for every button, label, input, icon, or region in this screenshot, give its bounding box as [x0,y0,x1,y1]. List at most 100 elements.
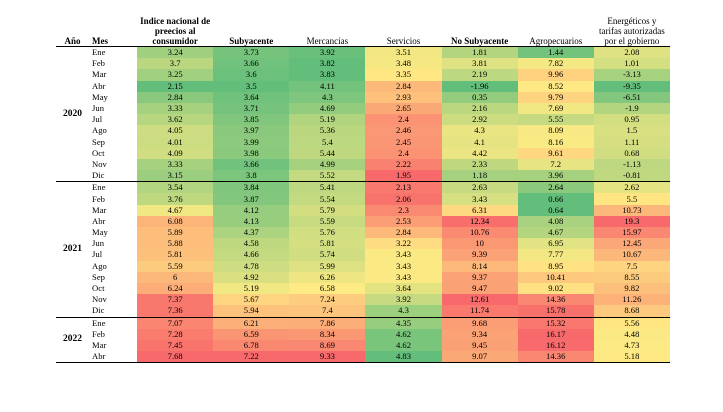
value-cell-mercancias: 7.86 [289,317,366,329]
table-row: Jul 5.81 4.66 5.74 3.43 9.39 7.77 10.67 [56,249,670,261]
value-cell-agropecuarios: 14.36 [517,351,594,364]
month-cell: Ene [92,317,106,328]
table-row: Nov 3.33 3.66 4.99 2.22 2.33 7.2 -1.13 [56,158,670,171]
value-cell-energeticos: 2.62 [593,181,670,194]
value-cell-servicios: 4.62 [365,328,442,340]
value-cell-energeticos: 10.67 [593,249,670,261]
value-cell-subyacente: 4.12 [213,204,290,216]
month-cell: Jun [92,238,104,249]
value-cell-no-subyacente: 3.43 [441,193,518,205]
value-cell-agropecuarios: 9.79 [517,91,594,103]
value-cell-inpc: 7.36 [137,305,214,318]
value-cell-inpc: 6.24 [137,282,214,295]
value-cell-mercancias: 5.44 [289,147,366,159]
header-year: Año [56,0,90,47]
value-cell-no-subyacente: 4.3 [441,125,518,137]
table-row: Feb 3.76 3.87 5.54 2.06 3.43 0.66 5.5 [56,193,670,205]
value-cell-mercancias: 9.33 [289,351,366,364]
month-cell: Nov [92,158,107,169]
inflation-table-container: Año Mes Indice nacional de preecios al c… [56,0,670,364]
value-cell-no-subyacente: 2.33 [441,158,518,171]
value-cell-agropecuarios: 6.95 [517,238,594,250]
month-cell: Nov [92,294,107,305]
value-cell-inpc: 3.33 [137,102,214,115]
value-cell-agropecuarios: 9.02 [517,282,594,295]
table-row: 2020 Ene 3.24 3.73 3.92 3.51 1.81 1.44 2.08 [56,46,670,183]
value-cell-mercancias: 4.3 [289,91,366,103]
value-cell-subyacente: 4.13 [213,215,290,227]
value-cell-servicios: 3.35 [365,69,442,81]
value-cell-servicios: 3.43 [365,249,442,261]
value-cell-inpc: 3.24 [137,46,214,59]
header-agropecuarios: Agropecuarios [517,0,594,47]
month-cell: Sep [92,136,105,147]
value-cell-subyacente: 5.94 [213,305,290,318]
value-cell-no-subyacente: 0.35 [441,91,518,103]
table-row: Mar 4.67 4.12 5.79 2.3 6.31 0.64 10.73 [56,204,670,216]
value-cell-energeticos: 15.97 [593,227,670,239]
value-cell-agropecuarios: 0.66 [517,193,594,205]
value-cell-mercancias: 6.58 [289,282,366,295]
value-cell-energeticos: 12.45 [593,238,670,250]
value-cell-mercancias: 5.99 [289,260,366,272]
month-cell: Dic [89,305,138,318]
year-group-2021: 2021 Ene 3.54 3.84 5.41 2.13 2.63 2.64 2.62 Feb 3.… [56,181,670,318]
value-cell-agropecuarios: 7.69 [517,102,594,115]
month-cell: Feb [92,58,105,69]
value-cell-agropecuarios: 4.08 [517,215,594,227]
table-row: Abr 2.15 3.5 4.11 2.84 -1.96 8.52 -9.35 [56,80,670,92]
value-cell-agropecuarios: 7.77 [517,249,594,261]
value-cell-mercancias: 5.74 [289,249,366,261]
value-cell-agropecuarios: 1.44 [517,46,594,59]
value-cell-mercancias: 4.99 [289,158,366,171]
value-cell-energeticos: -9.35 [593,80,670,92]
year-cell: 2020 [56,46,90,183]
value-cell-subyacente: 7.22 [213,351,290,364]
value-cell-subyacente: 3.97 [213,125,290,137]
table-row: Oct 6.24 5.19 6.58 3.64 9.47 9.02 9.82 [56,282,670,295]
value-cell-subyacente: 3.66 [213,58,290,70]
value-cell-servicios: 3.51 [365,46,442,59]
value-cell-energeticos: 2.08 [593,46,670,59]
value-cell-mercancias: 5.19 [289,114,366,126]
table-row: Feb 3.7 3.66 3.82 3.48 3.81 7.82 1.01 [56,58,670,70]
value-cell-inpc: 7.07 [137,317,214,329]
value-cell-subyacente: 3.87 [213,193,290,205]
table-row: Abr 7.68 7.22 9.33 4.83 9.07 14.36 5.18 [56,351,670,364]
value-cell-inpc: 2.84 [137,91,214,103]
value-cell-servicios: 2.46 [365,125,442,137]
value-cell-servicios: 1.95 [365,170,442,183]
month-cell: Mar [92,339,107,350]
value-cell-mercancias: 5.59 [289,215,366,227]
value-cell-no-subyacente: 1.18 [441,170,518,183]
value-cell-servicios: 2.06 [365,193,442,205]
value-cell-agropecuarios: 7.2 [517,158,594,171]
value-cell-subyacente: 3.6 [213,69,290,81]
value-cell-servicios: 3.64 [365,282,442,295]
value-cell-inpc: 3.25 [137,69,214,81]
value-cell-inpc: 5.89 [137,227,214,239]
value-cell-energeticos: 4.73 [593,339,670,352]
value-cell-no-subyacente: 6.31 [441,204,518,216]
value-cell-mercancias: 5.52 [289,170,366,183]
header-energeticos: Energéticos y tarifas autorizadas por el… [593,0,670,47]
value-cell-servicios: 4.35 [365,317,442,329]
month-cell: Feb [92,193,105,204]
value-cell-energeticos: 9.82 [593,282,670,295]
value-cell-no-subyacente: 4.42 [441,147,518,159]
value-cell-servicios: 3.22 [365,238,442,250]
value-cell-agropecuarios: 15.78 [517,305,594,318]
value-cell-subyacente: 3.99 [213,136,290,148]
value-cell-subyacente: 4.78 [213,260,290,272]
month-cell: Ene [92,182,106,193]
table-row: Dic 7.36 5.94 7.4 4.3 11.74 15.78 8.68 [56,305,670,318]
value-cell-servicios: 4.83 [365,351,442,364]
value-cell-agropecuarios: 14.36 [517,294,594,306]
value-cell-inpc: 4.09 [137,147,214,159]
value-cell-inpc: 3.7 [137,58,214,70]
value-cell-no-subyacente: 9.39 [441,249,518,261]
value-cell-agropecuarios: 8.52 [517,80,594,92]
month-cell: Abr [89,351,138,364]
value-cell-inpc: 3.76 [137,193,214,205]
value-cell-agropecuarios: 0.64 [517,204,594,216]
